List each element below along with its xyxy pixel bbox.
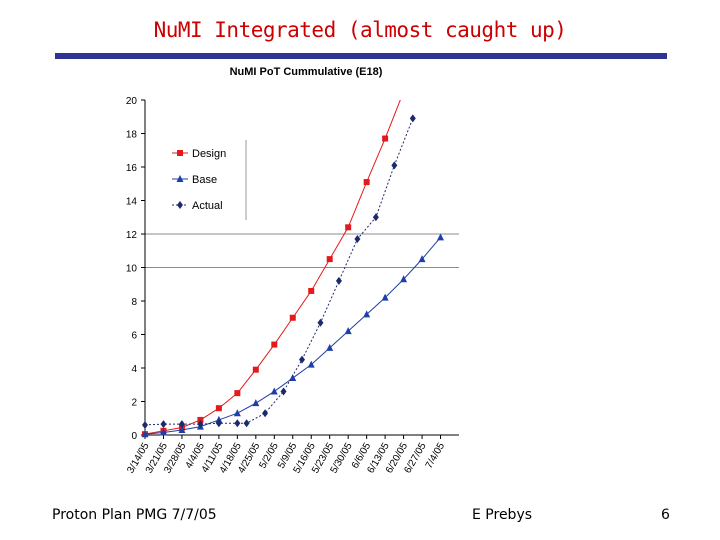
- data-point-actual: [335, 276, 342, 285]
- data-point-base: [326, 343, 334, 351]
- data-point-actual: [243, 419, 250, 428]
- y-tick-label: 4: [131, 364, 137, 375]
- series-layer: [141, 100, 445, 438]
- series-line-design: [144, 100, 401, 435]
- y-tick-label: 0: [131, 431, 137, 442]
- data-point-actual: [160, 420, 167, 429]
- series-line-base: [144, 237, 441, 435]
- data-point-design: [234, 390, 241, 397]
- data-point-base: [178, 425, 186, 433]
- title-rule: [55, 53, 667, 59]
- legend-marker-design: [177, 150, 183, 156]
- series-actual: [142, 114, 416, 429]
- data-point-design: [345, 224, 352, 231]
- y-tick-label: 18: [126, 130, 138, 141]
- y-tick-label: 10: [126, 264, 138, 275]
- data-point-design: [326, 256, 333, 263]
- data-point-actual: [372, 213, 379, 222]
- data-point-design: [271, 341, 278, 348]
- footer-author: E Prebys: [472, 507, 533, 523]
- data-point-base: [418, 255, 426, 263]
- y-tick-label: 8: [131, 297, 137, 308]
- data-point-actual: [234, 419, 241, 428]
- data-point-base: [381, 293, 389, 301]
- data-point-actual: [280, 387, 287, 396]
- data-point-base: [344, 327, 352, 335]
- data-point-base: [400, 275, 408, 283]
- legend-label-base: Base: [192, 174, 217, 186]
- footer-page-number: 6: [661, 507, 670, 523]
- data-point-base: [159, 428, 167, 436]
- data-point-design: [382, 135, 389, 142]
- series-line-actual: [144, 118, 414, 426]
- data-point-actual: [142, 420, 148, 429]
- data-point-base: [233, 409, 241, 417]
- data-point-design: [289, 314, 296, 321]
- data-point-design: [252, 366, 259, 373]
- x-tick-label: 7/4/05: [424, 441, 448, 471]
- chart-title: NuMI PoT Cummulative (E18): [230, 66, 383, 78]
- data-point-actual: [299, 355, 305, 364]
- data-point-design: [215, 405, 222, 412]
- y-tick-label: 14: [126, 197, 138, 208]
- y-tick-label: 16: [126, 163, 138, 174]
- series-design: [142, 100, 401, 438]
- grid-layer: [145, 233, 459, 268]
- chart-legend: Design Base Actual: [172, 140, 247, 220]
- y-tick-label: 12: [126, 230, 138, 241]
- data-point-actual: [215, 419, 222, 428]
- legend-marker-actual: [177, 201, 183, 209]
- data-point-base: [307, 360, 315, 368]
- data-point-actual: [197, 420, 204, 429]
- data-point-base: [252, 399, 260, 407]
- data-point-actual: [409, 114, 416, 123]
- series-base: [141, 233, 445, 438]
- data-point-actual: [178, 420, 185, 429]
- axis-layer: 024681012141618203/14/053/21/053/28/054/…: [125, 96, 459, 475]
- slide-title: NuMI Integrated (almost caught up): [153, 18, 567, 42]
- data-point-base: [437, 233, 445, 241]
- data-point-actual: [391, 161, 398, 170]
- data-point-base: [270, 387, 278, 395]
- legend-label-actual: Actual: [192, 200, 223, 212]
- data-point-base: [141, 430, 149, 438]
- data-point-actual: [354, 235, 361, 244]
- legend-label-design: Design: [192, 148, 226, 160]
- y-tick-label: 2: [131, 398, 137, 409]
- data-point-design: [308, 287, 315, 294]
- y-tick-label: 20: [126, 96, 138, 107]
- data-point-design: [197, 416, 204, 423]
- legend-marker-base: [176, 175, 184, 182]
- data-point-actual: [317, 318, 324, 327]
- footer-presentation-info: Proton Plan PMG 7/7/05: [52, 507, 217, 523]
- data-point-actual: [262, 409, 269, 418]
- y-tick-label: 6: [131, 331, 137, 342]
- data-point-design: [363, 179, 370, 186]
- data-point-base: [363, 310, 371, 318]
